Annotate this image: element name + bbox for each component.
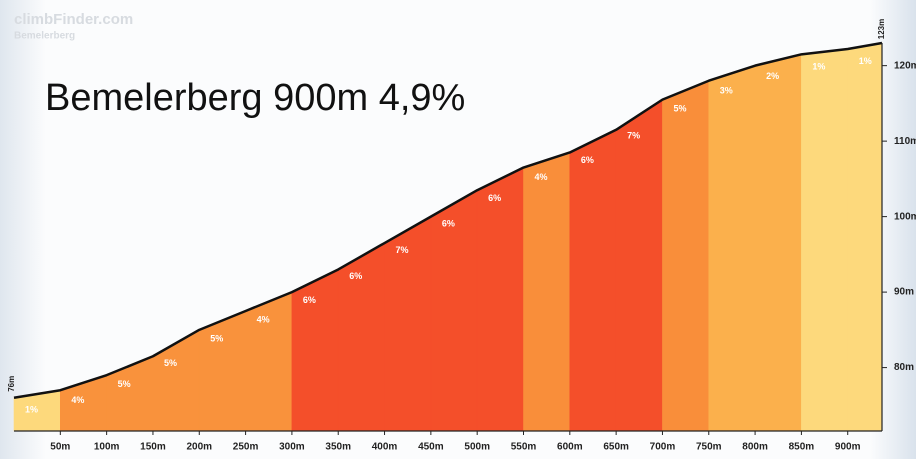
x-tick-label: 500m: [464, 442, 490, 453]
plot: 1% 4% 5% 5% 5% 4% 6% 6% 7% 6% 6% 4% 6% 7% 5% 3% 2% 1% 1% 76…: [7, 19, 916, 453]
segment: [245, 291, 293, 432]
segment: [708, 65, 756, 432]
y-tick-label: 120m: [894, 60, 916, 71]
x-tick-label: 800m: [742, 442, 768, 453]
gradient-label: 4%: [71, 395, 84, 405]
y-tick-label: 100m: [894, 211, 916, 222]
gradient-label: 6%: [442, 218, 455, 228]
elevation-label: 76m: [7, 376, 16, 392]
gradient-label: 4%: [534, 172, 547, 182]
x-tick-label: 850m: [789, 442, 815, 453]
chart-title: Bemelerberg 900m 4,9%: [45, 77, 465, 119]
x-tick-label: 700m: [650, 442, 676, 453]
segment: [615, 99, 663, 432]
watermark: climbFinder.com: [14, 11, 133, 28]
gradient-label: 1%: [859, 56, 872, 66]
segment: [569, 129, 617, 432]
gradient-label: 6%: [303, 295, 316, 305]
x-tick-label: 900m: [835, 442, 861, 453]
segment: [198, 310, 246, 432]
gradient-label: 7%: [627, 131, 640, 141]
x-tick-label: 650m: [603, 442, 629, 453]
gradient-label: 5%: [118, 379, 131, 389]
gradient-label: 1%: [25, 404, 38, 414]
segment: [662, 80, 710, 432]
x-tick-label: 150m: [140, 442, 166, 453]
x-tick-label: 250m: [233, 442, 259, 453]
segment: [801, 48, 849, 432]
gradient-label: 1%: [812, 61, 825, 71]
y-tick-label: 80m: [894, 362, 914, 373]
segment: [291, 268, 339, 432]
gradient-label: 4%: [257, 315, 270, 325]
gradient-label: 7%: [396, 245, 409, 255]
x-tick-label: 750m: [696, 442, 722, 453]
x-tick-label: 100m: [94, 442, 120, 453]
segment: [523, 152, 571, 432]
gradient-label: 5%: [673, 103, 686, 113]
watermark-subtitle: Bemelerberg: [14, 31, 75, 42]
segment: [754, 53, 802, 432]
x-tick-label: 350m: [325, 442, 351, 453]
x-tick-label: 200m: [186, 442, 212, 453]
x-tick-label: 50m: [50, 442, 70, 453]
gradient-label: 5%: [210, 334, 223, 344]
gradient-label: 5%: [164, 358, 177, 368]
gradient-label: 6%: [488, 193, 501, 203]
x-tick-label: 600m: [557, 442, 583, 453]
x-tick-label: 300m: [279, 442, 305, 453]
segment: [476, 167, 524, 432]
gradient-label: 2%: [766, 71, 779, 81]
x-tick-label: 400m: [372, 442, 398, 453]
gradient-label: 6%: [349, 271, 362, 281]
gradient-label: 3%: [720, 85, 733, 95]
x-tick-label: 550m: [511, 442, 537, 453]
segment: [847, 42, 883, 432]
profile-line: [13, 41, 883, 400]
y-tick-label: 90m: [894, 287, 914, 298]
x-tick-label: 450m: [418, 442, 444, 453]
gradient-label: 6%: [581, 155, 594, 165]
elevation-label: 123m: [877, 19, 886, 39]
y-tick-label: 110m: [894, 136, 916, 147]
